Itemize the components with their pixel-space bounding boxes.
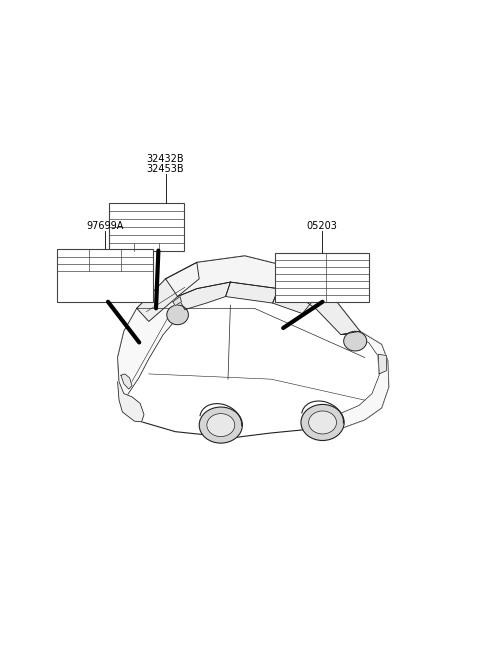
Bar [57, 249, 153, 302]
Polygon shape [166, 256, 326, 302]
Polygon shape [118, 382, 144, 422]
Polygon shape [341, 331, 389, 428]
Bar [275, 253, 369, 302]
Polygon shape [118, 279, 197, 400]
Ellipse shape [199, 407, 242, 443]
Ellipse shape [301, 404, 344, 441]
Ellipse shape [167, 305, 188, 325]
Ellipse shape [344, 331, 367, 351]
Text: 32432B: 32432B [147, 154, 184, 164]
Polygon shape [226, 282, 278, 303]
Ellipse shape [207, 414, 235, 437]
Polygon shape [137, 262, 199, 321]
Polygon shape [173, 297, 181, 306]
Bar [109, 203, 184, 251]
Text: 97699A: 97699A [86, 221, 123, 231]
Polygon shape [378, 354, 386, 374]
Ellipse shape [309, 411, 336, 434]
Polygon shape [288, 269, 360, 335]
Polygon shape [273, 289, 312, 314]
Polygon shape [178, 282, 230, 310]
Text: 05203: 05203 [306, 221, 337, 231]
Polygon shape [118, 256, 389, 440]
Polygon shape [121, 374, 132, 389]
Text: 32453B: 32453B [147, 164, 184, 174]
